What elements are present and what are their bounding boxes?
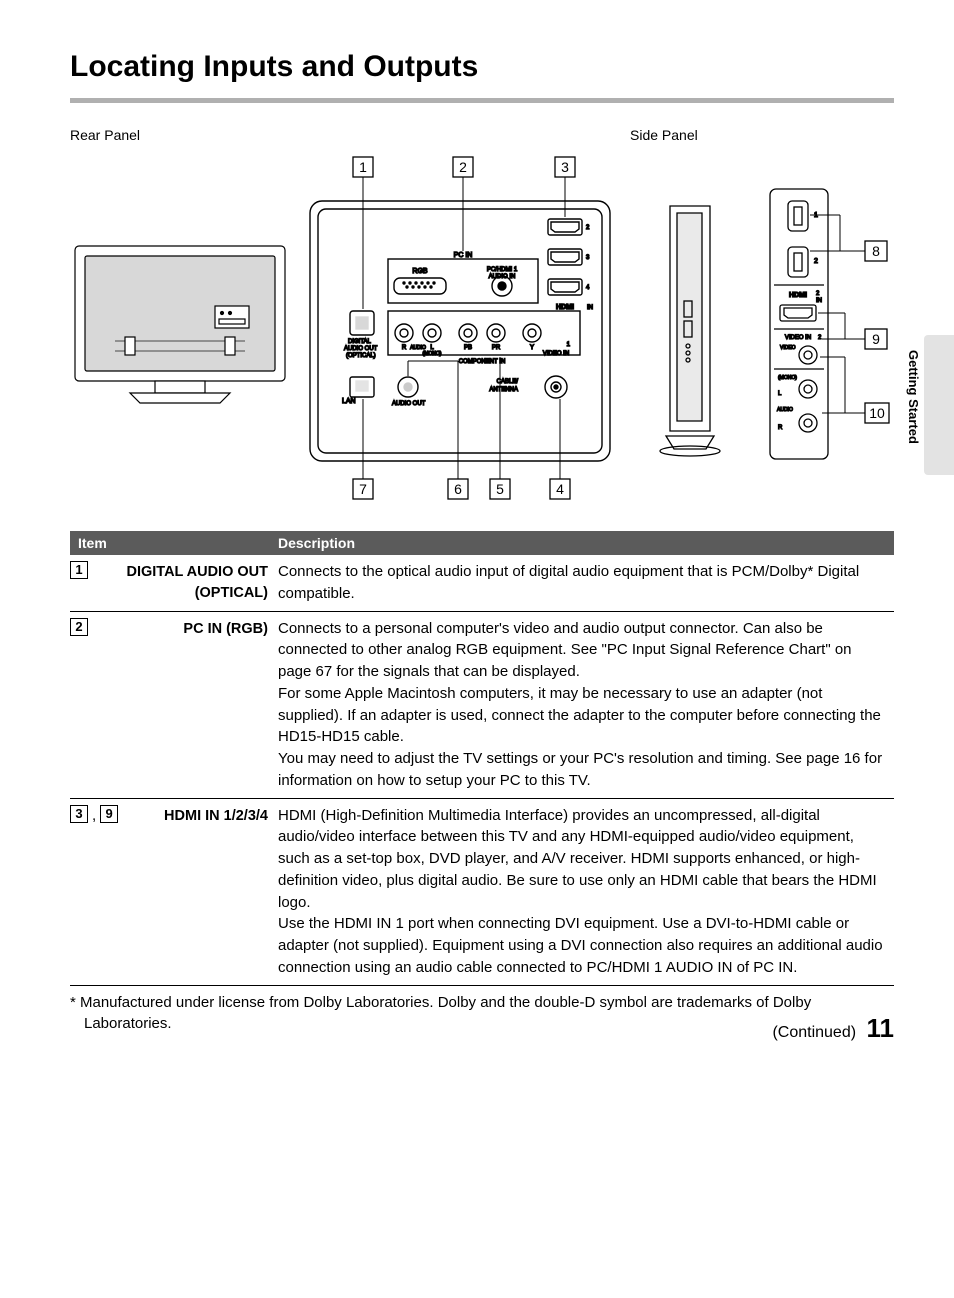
item-cell: 3,9HDMI IN 1/2/3/4 <box>70 798 270 985</box>
item-number-box: 2 <box>70 618 88 636</box>
svg-text:1: 1 <box>359 159 367 175</box>
item-label: PC IN (RGB) <box>94 618 268 640</box>
item-number-box: 9 <box>100 805 118 823</box>
lbl-dao-1: DIGITAL <box>348 339 372 345</box>
svg-text:HDMI: HDMI <box>789 292 807 299</box>
svg-text:(MONO): (MONO) <box>423 351 442 357</box>
table-row: 1 DIGITAL AUDIO OUT (OPTICAL)Connects to … <box>70 555 894 611</box>
section-tab-shade <box>924 335 954 475</box>
svg-text:2: 2 <box>586 225 590 231</box>
table-row: 3,9HDMI IN 1/2/3/4HDMI (High-Definition … <box>70 798 894 985</box>
description-cell: HDMI (High-Definition Multimedia Interfa… <box>270 798 894 985</box>
svg-text:(MONO): (MONO) <box>778 375 797 381</box>
title-divider <box>70 98 894 103</box>
lbl-pchdmi-audio: PC/HDMI 1 <box>487 267 518 273</box>
svg-text:IN: IN <box>816 298 822 304</box>
svg-text:10: 10 <box>869 405 885 421</box>
svg-text:PR: PR <box>492 345 501 351</box>
description-cell: Connects to a personal computer's video … <box>270 611 894 798</box>
continued-label: (Continued) <box>772 1024 856 1041</box>
page-footer: (Continued) 11 <box>772 1013 894 1044</box>
lbl-rgb: RGB <box>412 268 428 275</box>
svg-text:AUDIO OUT: AUDIO OUT <box>392 401 426 407</box>
svg-text:VIDEO: VIDEO <box>780 345 796 351</box>
svg-text:2: 2 <box>459 159 467 175</box>
item-cell: 2 PC IN (RGB) <box>70 611 270 798</box>
svg-text:9: 9 <box>872 331 880 347</box>
io-diagram: PC IN RGB PC/HDMI 1 AUDIO IN DIGITAL AUD… <box>70 151 894 511</box>
svg-text:2: 2 <box>818 335 822 341</box>
footnote: * Manufactured under license from Dolby … <box>70 992 894 1034</box>
rear-panel-label: Rear Panel <box>70 127 630 143</box>
svg-text:3: 3 <box>561 159 569 175</box>
svg-text:LAN: LAN <box>342 398 356 405</box>
svg-text:L: L <box>778 391 782 397</box>
lbl-pc-in: PC IN <box>454 252 473 259</box>
item-label: DIGITAL AUDIO OUT (OPTICAL) <box>94 561 268 604</box>
side-panel-label: Side Panel <box>630 127 894 143</box>
svg-text:AUDIO: AUDIO <box>777 407 793 413</box>
svg-text:AUDIO OUT: AUDIO OUT <box>344 346 378 352</box>
description-cell: Connects to the optical audio input of d… <box>270 555 894 611</box>
item-label: HDMI IN 1/2/3/4 <box>124 805 268 827</box>
page-number: 11 <box>867 1013 895 1043</box>
svg-text:Y: Y <box>530 345 534 351</box>
item-number-box: 3 <box>70 805 88 823</box>
th-description: Description <box>270 531 894 555</box>
section-tab-label: Getting Started <box>906 350 921 444</box>
svg-text:4: 4 <box>556 481 564 497</box>
svg-text:AUDIO IN: AUDIO IN <box>489 274 516 280</box>
svg-text:(OPTICAL): (OPTICAL) <box>346 353 376 359</box>
svg-text:HDMI: HDMI <box>556 304 574 311</box>
page-title: Locating Inputs and Outputs <box>70 50 894 84</box>
svg-text:PB: PB <box>464 345 472 351</box>
svg-text:ANTENNA: ANTENNA <box>489 387 518 393</box>
svg-text:1: 1 <box>567 342 571 348</box>
item-number-box: 1 <box>70 561 88 579</box>
svg-text:5: 5 <box>496 481 504 497</box>
svg-text:2: 2 <box>816 291 820 297</box>
svg-text:2: 2 <box>814 258 818 265</box>
th-item: Item <box>70 531 270 555</box>
io-description-table: Item Description 1 DIGITAL AUDIO OUT (OPT… <box>70 531 894 986</box>
svg-text:COMPONENT IN: COMPONENT IN <box>459 359 506 365</box>
table-row: 2 PC IN (RGB)Connects to a personal compu… <box>70 611 894 798</box>
svg-text:4: 4 <box>586 285 590 291</box>
svg-text:R: R <box>778 425 783 431</box>
svg-text:VIDEO IN: VIDEO IN <box>785 335 811 341</box>
svg-text:R: R <box>402 345 407 351</box>
svg-text:VIDEO IN: VIDEO IN <box>543 351 569 357</box>
svg-text:3: 3 <box>586 255 590 261</box>
svg-text:6: 6 <box>454 481 462 497</box>
item-cell: 1 DIGITAL AUDIO OUT (OPTICAL) <box>70 555 270 611</box>
svg-text:8: 8 <box>872 243 880 259</box>
svg-text:IN: IN <box>587 305 593 311</box>
svg-text:7: 7 <box>359 481 367 497</box>
